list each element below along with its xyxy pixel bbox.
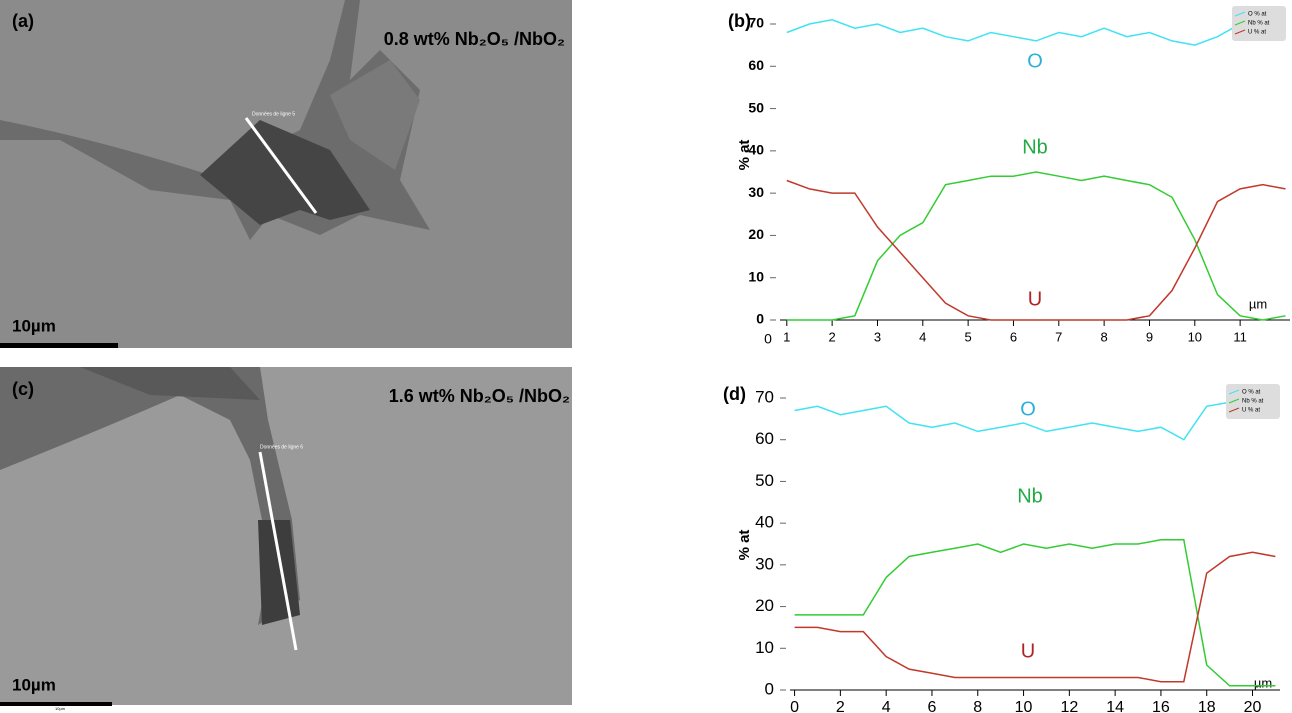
origin-label: 0: [764, 331, 772, 347]
y-tick-label: 30: [748, 184, 764, 200]
legend-label: Nb % at: [1242, 399, 1264, 405]
x-tick-label: 6: [1010, 329, 1017, 344]
scale-label: 10µm: [12, 316, 56, 335]
x-tick-label: 4: [919, 329, 926, 344]
scale-label: 10µm: [12, 675, 56, 694]
x-tick-label: 4: [882, 699, 891, 713]
legend-swatch: [1228, 389, 1240, 395]
panel-label: (c): [12, 379, 34, 399]
y-tick-label: 0: [756, 311, 764, 327]
y-tick-label: 10: [755, 638, 774, 657]
legend-swatch: [1228, 407, 1240, 413]
series-line: [786, 19, 1286, 46]
legend-swatch: [1234, 11, 1246, 17]
y-tick-label: 10: [748, 268, 764, 284]
x-tick-label: 8: [1101, 329, 1108, 344]
legend-swatch: [1228, 398, 1240, 404]
x-tick-label: 1: [783, 329, 790, 344]
y-tick-label: 60: [755, 429, 774, 448]
y-tick-label: 60: [748, 57, 764, 73]
panel-label: (a): [12, 11, 34, 31]
x-tick-label: 8: [973, 699, 982, 713]
y-tick-label: 70: [755, 387, 774, 406]
series-annotation: Nb: [1022, 136, 1048, 158]
x-tick-label: 10: [1188, 329, 1202, 344]
y-axis-label: % at: [736, 140, 753, 171]
series-line: [786, 171, 1286, 321]
y-axis-label: % at: [736, 530, 753, 561]
series-annotation: O: [1020, 398, 1036, 420]
x-tick-label: 7: [1055, 329, 1062, 344]
x-tick-label: 6: [928, 699, 937, 713]
series-annotation: U: [1028, 288, 1042, 310]
y-tick-label: 30: [755, 554, 774, 573]
sem-image-a: [0, 0, 572, 348]
panel-label: (d): [723, 384, 746, 404]
x-unit: µm: [1254, 675, 1272, 690]
x-tick-label: 10: [1015, 699, 1033, 713]
y-tick-label: 70: [748, 15, 764, 31]
line-label: Données de ligne 5: [252, 111, 295, 117]
x-unit: µm: [1249, 296, 1267, 311]
x-tick-label: 0: [790, 699, 799, 713]
legend-label: U % at: [1242, 408, 1260, 414]
image-title: 1.6 wt% Nb₂O₅ /NbO₂: [389, 386, 570, 406]
series-line: [794, 539, 1276, 687]
series-line: [786, 179, 1286, 321]
series-line: [794, 401, 1276, 441]
x-tick-label: 2: [836, 699, 845, 713]
legend-label: O % at: [1248, 12, 1267, 18]
legend-label: O % at: [1242, 390, 1261, 396]
y-tick-label: 20: [755, 596, 774, 615]
y-tick-label: 0: [765, 679, 774, 698]
series-annotation: O: [1027, 50, 1043, 72]
legend-box: [1226, 384, 1280, 419]
legend-swatch: [1234, 29, 1246, 35]
series-annotation: Nb: [1017, 485, 1043, 507]
panel-label: (b): [728, 11, 751, 31]
x-tick-label: 11: [1233, 329, 1247, 344]
y-tick-label: 20: [748, 226, 764, 242]
x-tick-label: 18: [1198, 699, 1216, 713]
y-tick-label: 40: [755, 513, 774, 532]
x-tick-label: 9: [1146, 329, 1153, 344]
x-tick-label: 5: [965, 329, 972, 344]
legend-box: [1232, 6, 1286, 41]
legend-swatch: [1234, 20, 1246, 26]
x-tick-label: 3: [874, 329, 881, 344]
line-label: Données de ligne 6: [260, 444, 303, 450]
scale-label-small: 10µm: [55, 706, 66, 711]
image-title: 0.8 wt% Nb₂O₅ /NbO₂: [384, 29, 565, 49]
x-tick-label: 14: [1106, 699, 1124, 713]
x-tick-label: 20: [1244, 699, 1262, 713]
series-line: [794, 551, 1276, 683]
series-annotation: U: [1021, 640, 1035, 662]
sem-image-c: [0, 367, 572, 706]
x-tick-label: 2: [829, 329, 836, 344]
y-tick-label: 50: [755, 471, 774, 490]
y-tick-label: 50: [748, 99, 764, 115]
x-tick-label: 16: [1152, 699, 1170, 713]
legend-label: U % at: [1248, 30, 1266, 36]
y-tick-label: 40: [748, 142, 764, 158]
x-tick-label: 12: [1060, 699, 1078, 713]
legend-label: Nb % at: [1248, 21, 1270, 27]
